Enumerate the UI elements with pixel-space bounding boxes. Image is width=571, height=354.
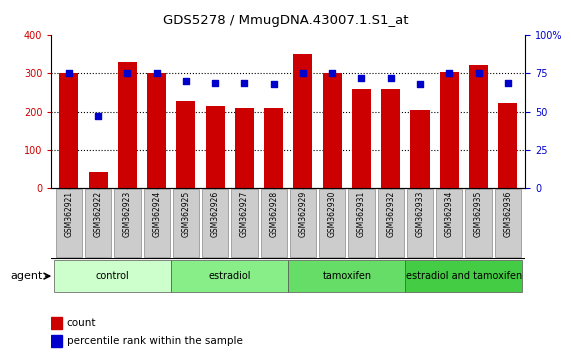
FancyBboxPatch shape <box>407 189 433 257</box>
Bar <box>51 335 62 347</box>
Text: GDS5278 / MmugDNA.43007.1.S1_at: GDS5278 / MmugDNA.43007.1.S1_at <box>163 14 408 27</box>
FancyBboxPatch shape <box>231 189 258 257</box>
Point <box>474 70 483 76</box>
Text: GSM362921: GSM362921 <box>65 190 74 236</box>
Text: GSM362936: GSM362936 <box>503 190 512 237</box>
Point <box>416 81 425 87</box>
Point <box>357 75 366 81</box>
Text: control: control <box>96 271 130 281</box>
Bar <box>469 65 488 188</box>
Bar <box>235 108 254 188</box>
Bar <box>352 90 371 188</box>
Text: GSM362925: GSM362925 <box>182 190 191 237</box>
Text: estradiol and tamoxifen: estradiol and tamoxifen <box>406 271 522 281</box>
Bar <box>498 103 517 188</box>
Text: GSM362927: GSM362927 <box>240 190 249 237</box>
Bar <box>59 73 78 188</box>
FancyBboxPatch shape <box>494 189 521 257</box>
Text: count: count <box>67 318 96 328</box>
FancyBboxPatch shape <box>202 189 228 257</box>
Text: GSM362928: GSM362928 <box>270 190 278 236</box>
Point <box>299 70 308 76</box>
Bar <box>89 172 108 188</box>
Text: GSM362934: GSM362934 <box>445 190 454 237</box>
Text: estradiol: estradiol <box>208 271 251 281</box>
Bar <box>51 317 62 329</box>
Text: GSM362929: GSM362929 <box>299 190 307 237</box>
Bar <box>147 73 166 188</box>
Bar <box>293 55 312 188</box>
Point <box>386 75 395 81</box>
Text: GSM362931: GSM362931 <box>357 190 366 237</box>
FancyBboxPatch shape <box>173 189 199 257</box>
FancyBboxPatch shape <box>405 260 522 292</box>
FancyBboxPatch shape <box>436 189 463 257</box>
Text: agent: agent <box>10 271 43 281</box>
Point <box>269 81 278 87</box>
Point <box>94 113 103 119</box>
Point <box>152 70 161 76</box>
FancyBboxPatch shape <box>290 189 316 257</box>
FancyBboxPatch shape <box>260 189 287 257</box>
Point <box>445 70 454 76</box>
Bar <box>323 73 342 188</box>
FancyBboxPatch shape <box>465 189 492 257</box>
Text: tamoxifen: tamoxifen <box>322 271 371 281</box>
FancyBboxPatch shape <box>56 189 82 257</box>
FancyBboxPatch shape <box>319 189 345 257</box>
FancyBboxPatch shape <box>54 260 171 292</box>
Bar <box>176 101 195 188</box>
Text: GSM362922: GSM362922 <box>94 190 103 236</box>
FancyBboxPatch shape <box>114 189 140 257</box>
Text: GSM362924: GSM362924 <box>152 190 161 237</box>
Text: GSM362930: GSM362930 <box>328 190 337 237</box>
Point <box>211 80 220 85</box>
Text: GSM362926: GSM362926 <box>211 190 220 237</box>
Point <box>65 70 74 76</box>
FancyBboxPatch shape <box>85 189 111 257</box>
Bar <box>118 62 137 188</box>
FancyBboxPatch shape <box>143 189 170 257</box>
Bar <box>411 110 429 188</box>
Bar <box>206 106 225 188</box>
FancyBboxPatch shape <box>288 260 405 292</box>
FancyBboxPatch shape <box>377 189 404 257</box>
Point <box>123 70 132 76</box>
Bar <box>381 90 400 188</box>
Text: GSM362935: GSM362935 <box>474 190 483 237</box>
Text: GSM362933: GSM362933 <box>416 190 424 237</box>
Text: percentile rank within the sample: percentile rank within the sample <box>67 336 243 346</box>
Text: GSM362923: GSM362923 <box>123 190 132 237</box>
FancyBboxPatch shape <box>348 189 375 257</box>
Text: GSM362932: GSM362932 <box>386 190 395 237</box>
FancyBboxPatch shape <box>171 260 288 292</box>
Bar <box>264 108 283 188</box>
Bar <box>440 72 459 188</box>
Point <box>240 80 249 85</box>
Point <box>503 80 512 85</box>
Point <box>182 78 191 84</box>
Point <box>328 70 337 76</box>
